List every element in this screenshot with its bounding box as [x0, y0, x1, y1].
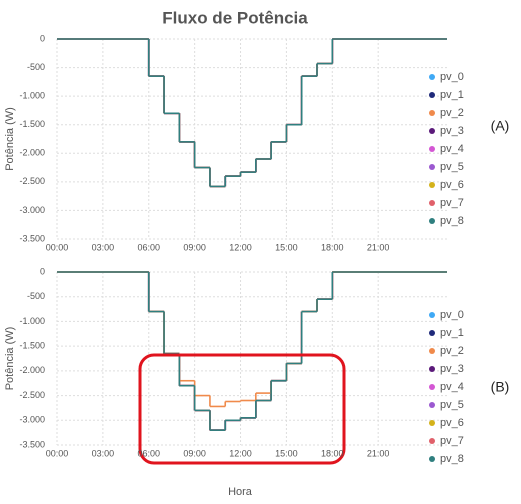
x-tick-label: 21:00	[367, 242, 390, 252]
legend-label[interactable]: pv_2	[440, 345, 464, 357]
x-tick-label: 06:00	[137, 242, 160, 252]
y-tick-label: -3.500	[19, 233, 45, 243]
legend-marker	[429, 164, 435, 170]
y-axis-label: Potência (W)	[4, 327, 16, 391]
x-tick-label: 09:00	[183, 242, 206, 252]
x-tick-label: 15:00	[275, 448, 298, 458]
legend-marker	[429, 348, 435, 354]
legend-label[interactable]: pv_4	[440, 381, 464, 393]
y-tick-label: 0	[40, 33, 45, 43]
legend-marker	[429, 74, 435, 80]
chart-title: Fluxo de Potência	[162, 8, 308, 27]
legend-marker	[429, 218, 435, 224]
x-tick-label: 06:00	[137, 448, 160, 458]
legend-label[interactable]: pv_6	[440, 179, 464, 191]
annotation: (A)	[491, 118, 510, 134]
y-tick-label: 0	[40, 266, 45, 276]
x-tick-label: 09:00	[183, 448, 206, 458]
x-tick-label: 12:00	[229, 448, 252, 458]
y-tick-label: -2.500	[19, 176, 45, 186]
legend-label[interactable]: pv_3	[440, 125, 464, 137]
y-tick-label: -2.000	[19, 148, 45, 158]
legend-label[interactable]: pv_1	[440, 327, 464, 339]
y-axis-label: Potência (W)	[4, 107, 16, 171]
x-tick-label: 18:00	[321, 448, 344, 458]
legend-label[interactable]: pv_8	[440, 453, 464, 465]
x-tick-label: 03:00	[92, 448, 115, 458]
legend-marker	[429, 110, 435, 116]
x-tick-label: 15:00	[275, 242, 298, 252]
legend-label[interactable]: pv_6	[440, 417, 464, 429]
legend-label[interactable]: pv_8	[440, 215, 464, 227]
legend-label[interactable]: pv_5	[440, 161, 464, 173]
legend-marker	[429, 438, 435, 444]
legend-label[interactable]: pv_7	[440, 197, 464, 209]
legend-marker	[429, 312, 435, 318]
highlight-box	[138, 353, 346, 465]
x-tick-label: 18:00	[321, 242, 344, 252]
legend-label[interactable]: pv_0	[440, 71, 464, 83]
x-tick-label: 21:00	[367, 448, 390, 458]
legend-label[interactable]: pv_2	[440, 107, 464, 119]
legend-marker	[429, 402, 435, 408]
x-tick-label: 00:00	[46, 242, 69, 252]
y-tick-label: -2.000	[19, 365, 45, 375]
legend-marker	[429, 200, 435, 206]
y-tick-label: -500	[27, 291, 45, 301]
y-tick-label: -1.000	[19, 316, 45, 326]
legend-label[interactable]: pv_3	[440, 363, 464, 375]
y-tick-label: -1.500	[19, 341, 45, 351]
legend-marker	[429, 182, 435, 188]
legend-label[interactable]: pv_7	[440, 435, 464, 447]
y-tick-label: -3.000	[19, 415, 45, 425]
legend-marker	[429, 128, 435, 134]
legend-label[interactable]: pv_5	[440, 399, 464, 411]
y-tick-label: -3.000	[19, 205, 45, 215]
legend-marker	[429, 420, 435, 426]
y-tick-label: -2.500	[19, 390, 45, 400]
legend-label[interactable]: pv_4	[440, 143, 464, 155]
legend-marker	[429, 330, 435, 336]
x-tick-label: 00:00	[46, 448, 69, 458]
x-tick-label: 03:00	[92, 242, 115, 252]
x-axis-label: Hora	[228, 486, 253, 498]
legend-marker	[429, 384, 435, 390]
y-tick-label: -1.500	[19, 119, 45, 129]
y-tick-label: -1.000	[19, 91, 45, 101]
annotation: (B)	[491, 379, 510, 395]
legend-label[interactable]: pv_0	[440, 309, 464, 321]
legend-marker	[429, 366, 435, 372]
legend-label[interactable]: pv_1	[440, 89, 464, 101]
legend-marker	[429, 456, 435, 462]
y-tick-label: -500	[27, 62, 45, 72]
legend-marker	[429, 146, 435, 152]
legend-marker	[429, 92, 435, 98]
x-tick-label: 12:00	[229, 242, 252, 252]
y-tick-label: -3.500	[19, 439, 45, 449]
